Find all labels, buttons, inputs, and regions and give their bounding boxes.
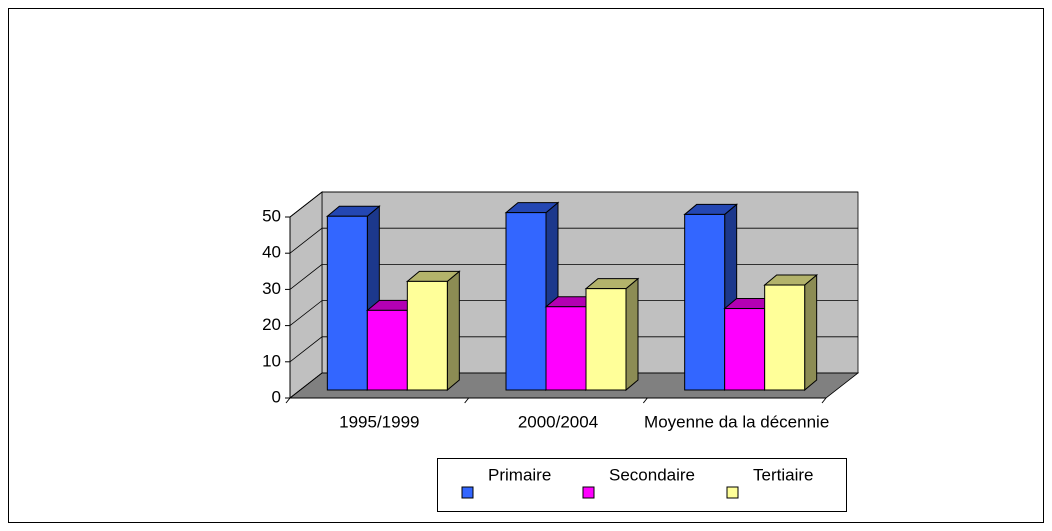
bar [684, 213, 726, 391]
x-tick-label: Moyenne da la décennie [644, 412, 829, 431]
grid-line [289, 372, 858, 399]
x-tick-label: 1995/1999 [339, 412, 419, 431]
grid-line [289, 191, 858, 218]
grid-line [289, 263, 858, 290]
bar-side [625, 277, 639, 392]
legend-swatch [582, 486, 595, 499]
grid-line [289, 227, 858, 254]
legend-label: Secondaire [609, 465, 695, 484]
bar [366, 309, 408, 391]
y-tick-label: 0 [272, 387, 281, 406]
bar-side [446, 270, 460, 392]
legend-label: Tertiaire [753, 465, 813, 484]
grid-line [289, 300, 858, 326]
bar [724, 308, 766, 391]
bar [406, 280, 448, 391]
bar [505, 212, 547, 391]
bar [545, 306, 587, 391]
y-tick-label: 30 [262, 279, 281, 298]
x-tick-label: 2000/2004 [518, 412, 598, 431]
y-tick-label: 40 [262, 243, 281, 262]
x-tick [642, 397, 648, 404]
bar [585, 288, 627, 391]
legend-swatch [726, 486, 739, 499]
legend-swatch [461, 486, 474, 499]
y-tick-label: 20 [262, 315, 281, 334]
y-tick-label: 50 [262, 206, 281, 225]
bar [326, 215, 368, 391]
legend-label: Primaire [488, 465, 551, 484]
x-tick [464, 397, 470, 404]
grid-line [289, 336, 858, 363]
bar [764, 284, 806, 391]
x-tick [285, 397, 291, 404]
x-tick [821, 397, 827, 404]
y-tick-label: 10 [262, 351, 281, 370]
bar-side [804, 273, 818, 392]
side-wall [289, 191, 323, 399]
legend-box [437, 458, 847, 512]
